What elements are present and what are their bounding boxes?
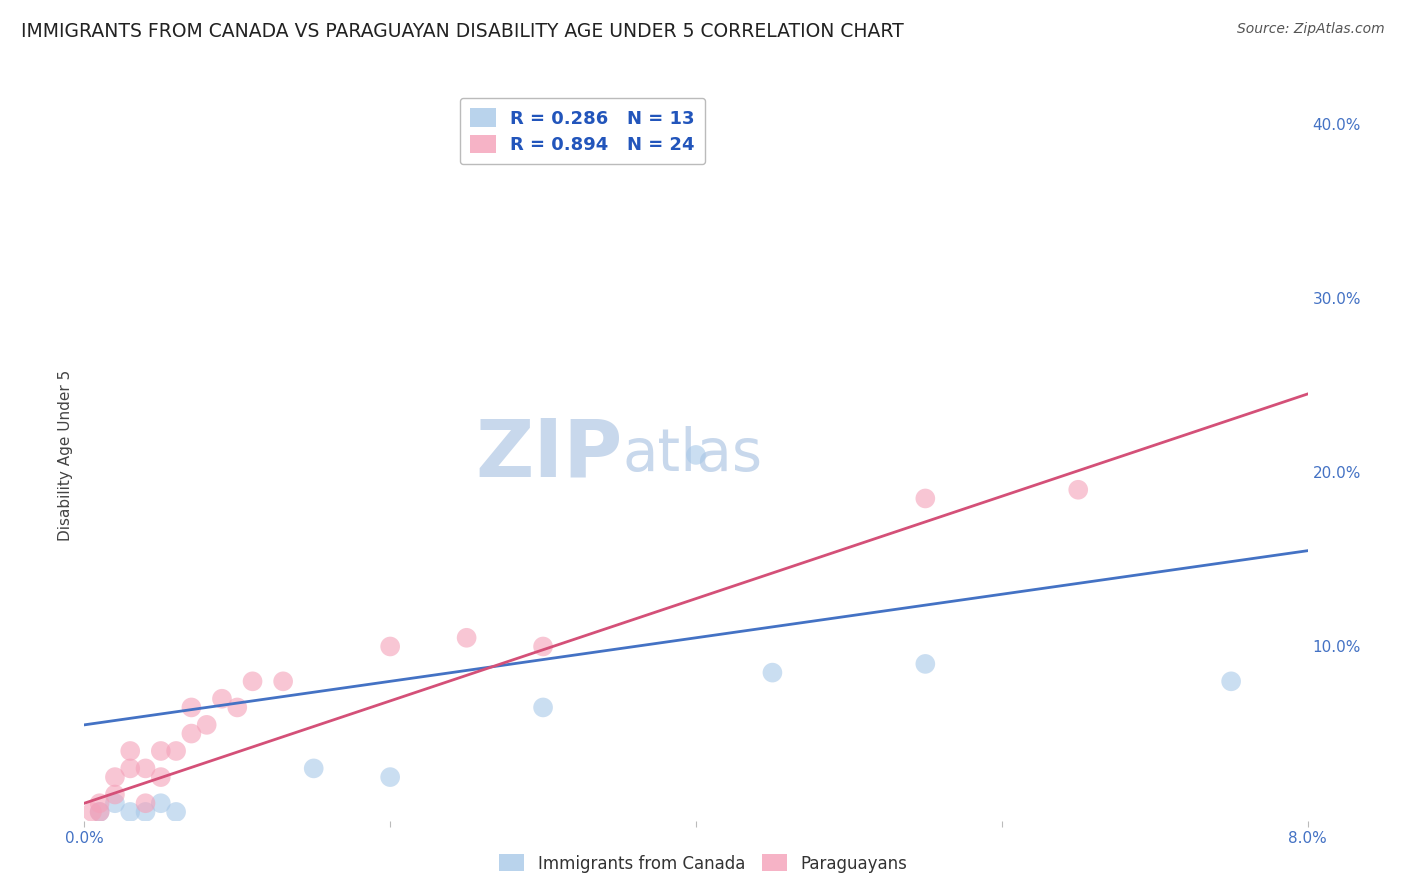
Point	[149, 796, 172, 810]
Point	[149, 770, 172, 784]
Point	[211, 691, 233, 706]
Text: Source: ZipAtlas.com: Source: ZipAtlas.com	[1237, 22, 1385, 37]
Point	[302, 761, 325, 775]
Point	[89, 796, 111, 810]
Point	[914, 657, 936, 671]
Point	[271, 674, 294, 689]
Point	[120, 805, 142, 819]
Point	[120, 744, 142, 758]
Text: atlas: atlas	[623, 426, 762, 483]
Point	[1220, 674, 1243, 689]
Point	[380, 770, 402, 784]
Point	[80, 805, 103, 819]
Point	[685, 448, 707, 462]
Point	[104, 796, 127, 810]
Point	[89, 805, 111, 819]
Point	[914, 491, 936, 506]
Point	[149, 744, 172, 758]
Point	[531, 700, 554, 714]
Y-axis label: Disability Age Under 5: Disability Age Under 5	[58, 369, 73, 541]
Text: IMMIGRANTS FROM CANADA VS PARAGUAYAN DISABILITY AGE UNDER 5 CORRELATION CHART: IMMIGRANTS FROM CANADA VS PARAGUAYAN DIS…	[21, 22, 904, 41]
Point	[165, 805, 187, 819]
Point	[456, 631, 478, 645]
Point	[531, 640, 554, 654]
Legend: Immigrants from Canada, Paraguayans: Immigrants from Canada, Paraguayans	[492, 847, 914, 880]
Point	[1067, 483, 1090, 497]
Legend: R = 0.286   N = 13, R = 0.894   N = 24: R = 0.286 N = 13, R = 0.894 N = 24	[460, 98, 706, 164]
Point	[242, 674, 264, 689]
Point	[195, 718, 218, 732]
Point	[120, 761, 142, 775]
Text: ZIP: ZIP	[475, 416, 623, 494]
Point	[180, 726, 202, 740]
Point	[89, 805, 111, 819]
Point	[761, 665, 783, 680]
Point	[135, 796, 157, 810]
Point	[135, 805, 157, 819]
Point	[104, 770, 127, 784]
Point	[135, 761, 157, 775]
Point	[104, 788, 127, 802]
Point	[380, 640, 402, 654]
Point	[165, 744, 187, 758]
Point	[180, 700, 202, 714]
Point	[226, 700, 249, 714]
